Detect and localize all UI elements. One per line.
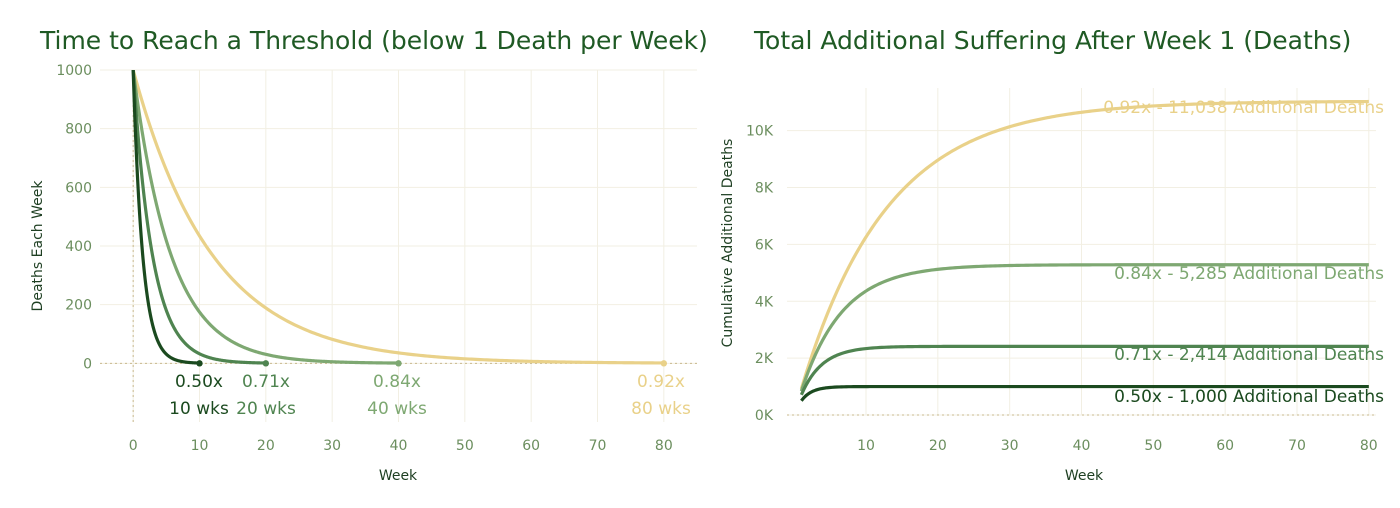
- left-x-tick-label: 10: [191, 438, 209, 454]
- right-x-tick-label: 30: [1001, 438, 1019, 454]
- left-y-tick-label: 400: [65, 239, 92, 255]
- left-y-tick-label: 0: [83, 356, 92, 372]
- left-x-tick-label: 0: [129, 438, 138, 454]
- left-weeks-label: 80 wks: [631, 399, 691, 419]
- left-series-line-s084: [131, 70, 399, 365]
- right-x-tick-label: 60: [1216, 438, 1234, 454]
- right-y-tick-label: 0K: [755, 408, 774, 424]
- right-series-label: 0.50x - 1,000 Additional Deaths: [1114, 387, 1384, 407]
- left-threshold-marker: [395, 360, 402, 367]
- right-x-tick-label: 80: [1360, 438, 1378, 454]
- left-y-tick-label: 1000: [56, 63, 92, 79]
- left-series-group: [131, 70, 664, 365]
- right-series-line-s084: [799, 263, 1369, 392]
- right-y-tick-label: 10K: [746, 124, 774, 140]
- left-x-tick-label: 70: [589, 438, 607, 454]
- left-weeks-label: 20 wks: [236, 399, 296, 419]
- right-x-tick-label: 40: [1073, 438, 1091, 454]
- right-series-label: 0.71x - 2,414 Additional Deaths: [1114, 345, 1384, 365]
- right-y-tick-label: 8K: [755, 181, 774, 197]
- left-series-line-s050: [131, 70, 201, 365]
- left-chart-title: Time to Reach a Threshold (below 1 Death…: [40, 26, 708, 55]
- left-x-tick-label: 40: [390, 438, 408, 454]
- right-y-tick-label: 6K: [755, 237, 774, 253]
- right-y-axis-label: Cumulative Additional Deaths: [720, 139, 736, 348]
- left-rate-label: 0.71x: [242, 372, 290, 392]
- left-weeks-label: 40 wks: [367, 399, 427, 419]
- left-series-line-s071: [131, 70, 267, 365]
- left-threshold-marker: [196, 360, 203, 367]
- right-x-tick-label: 10: [857, 438, 875, 454]
- right-series-line-s092: [799, 99, 1369, 390]
- left-weeks-label: 10 wks: [169, 399, 229, 419]
- left-rate-label: 0.92x: [637, 372, 685, 392]
- left-x-tick-label: 80: [655, 438, 673, 454]
- right-chart-title: Total Additional Suffering After Week 1 …: [754, 26, 1352, 55]
- left-rate-label: 0.50x: [175, 372, 223, 392]
- right-y-tick-label: 2K: [755, 351, 774, 367]
- left-rate-label: 0.84x: [373, 372, 421, 392]
- right-x-axis-label: Week: [1065, 468, 1104, 484]
- right-x-tick-label: 20: [929, 438, 947, 454]
- left-series-line-s092: [131, 70, 664, 365]
- left-x-tick-label: 20: [257, 438, 275, 454]
- left-x-tick-label: 50: [456, 438, 474, 454]
- left-y-tick-label: 600: [65, 180, 92, 196]
- left-threshold-marker: [262, 360, 270, 367]
- right-x-tick-label: 50: [1144, 438, 1162, 454]
- left-threshold-marker: [660, 360, 668, 367]
- right-series-label: 0.84x - 5,285 Additional Deaths: [1114, 264, 1384, 284]
- right-series-line-s071: [799, 344, 1369, 396]
- left-x-axis-label: Week: [379, 468, 418, 484]
- left-y-axis-label: Deaths Each Week: [30, 180, 46, 312]
- right-series-line-s050: [800, 384, 1369, 402]
- right-series-label: 0.92x - 11,038 Additional Deaths: [1103, 98, 1384, 118]
- left-y-tick-label: 200: [65, 298, 92, 314]
- left-x-tick-label: 30: [323, 438, 341, 454]
- left-x-tick-label: 60: [522, 438, 540, 454]
- left-y-tick-label: 800: [65, 122, 92, 138]
- right-x-tick-label: 70: [1288, 438, 1306, 454]
- right-y-tick-label: 4K: [755, 294, 774, 310]
